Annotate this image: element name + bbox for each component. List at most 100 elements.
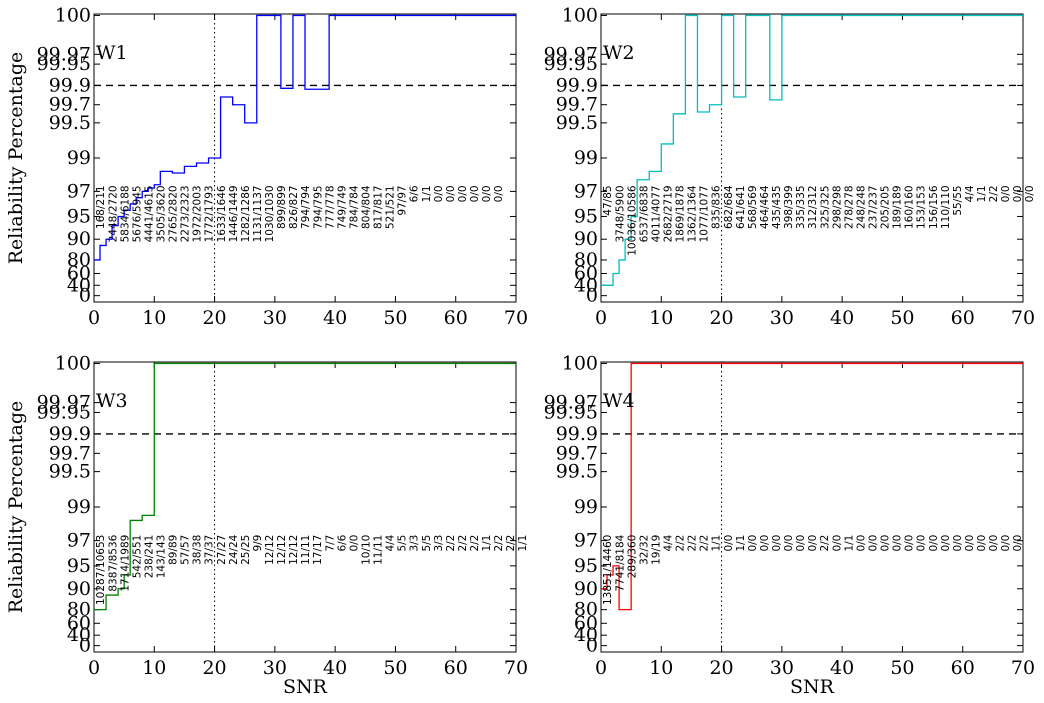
count-annotation: 749/749 [336,185,348,229]
count-annotation: 1362/1364 [687,185,699,242]
y-tick-label: 40 [67,274,91,296]
x-tick-label: 0 [88,657,100,679]
count-annotation: 2/2 [819,535,831,552]
x-tick-label: 30 [770,307,794,329]
count-annotation: 817/817 [373,185,385,229]
count-annotation: 205/205 [880,185,892,229]
y-tick-label: 100 [562,4,598,26]
y-tick-label: 60 [67,262,91,284]
count-annotation: 89/89 [168,535,180,565]
count-annotation: 777/778 [324,185,336,229]
count-annotation: 398/399 [783,185,795,229]
count-annotation: 1077/1077 [699,185,711,242]
x-tick-label: 20 [202,657,226,679]
reliability-series [601,14,1023,286]
x-tick-label: 30 [770,657,794,679]
count-annotation: 325/325 [819,185,831,229]
count-annotation: 37/37 [204,535,216,565]
count-annotation: 0/0 [855,535,867,552]
count-annotation: 12/12 [288,535,300,565]
count-annotation: 335/335 [795,185,807,229]
panel-title: W3 [96,390,128,412]
count-annotation: 19/19 [650,535,662,565]
count-annotation: 3748/5900 [614,185,626,242]
count-annotation: 1446/1449 [228,185,240,242]
plot-frame [600,13,1024,303]
count-annotation: 3/3 [433,535,445,552]
count-annotation: 143/143 [156,535,168,579]
count-annotation: 10287/10653 [95,535,107,605]
count-annotation: 4/4 [663,534,675,551]
panel-title: W4 [603,390,635,412]
count-annotation: 38/38 [192,535,204,565]
y-tick-label: 100 [55,4,91,26]
y-tick-label: 97 [67,530,91,552]
count-annotation: 0/0 [759,535,771,552]
count-annotation: 0/0 [481,185,493,202]
y-tick-label: 99.97 [37,392,91,414]
count-annotation: 0/0 [348,535,360,552]
x-tick-label: 60 [951,657,975,679]
count-annotation: 899/899 [276,185,288,229]
count-annotation: 3505/3620 [156,185,168,242]
y-tick-label: 60 [67,612,91,634]
y-tick-label: 99.97 [544,43,598,65]
count-annotation: 682/684 [723,185,735,229]
y-tick-label: 99 [67,496,91,518]
y-tick-label: 99.95 [544,53,598,75]
count-annotation: 27/27 [216,535,228,565]
y-tick-label: 0 [79,635,91,657]
y-tick-label: 97 [67,180,91,202]
reliability-series [94,14,516,261]
y-axis-label: Reliability Percentage [5,401,27,614]
count-annotation: 312/312 [807,185,819,229]
y-tick-label: 60 [574,612,598,634]
panel-title: W2 [603,42,635,64]
count-annotation: 2682/2719 [663,185,675,242]
count-annotation: 0/0 [1012,535,1024,552]
count-annotation: 4441/4615 [143,185,155,242]
x-tick-label: 70 [504,657,528,679]
count-annotation: 0/0 [964,535,976,552]
x-tick-label: 0 [595,307,607,329]
x-tick-label: 50 [890,307,914,329]
count-annotation: 153/153 [916,185,928,229]
count-annotation: 835/836 [711,185,723,229]
count-annotation: 641/641 [735,185,747,229]
y-tick-label: 90 [67,578,91,600]
count-annotation: 0/0 [880,535,892,552]
count-annotation: 0/0 [469,185,481,202]
count-annotation: 6537/6838 [638,185,650,242]
x-tick-label: 0 [595,657,607,679]
x-axis-label: SNR [790,676,835,698]
count-annotation: 298/298 [831,185,843,229]
count-annotation: 4011/4077 [650,185,662,242]
x-tick-label: 40 [323,657,347,679]
x-tick-label: 40 [323,307,347,329]
count-annotation: 2/2 [493,535,505,552]
y-tick-label: 40 [574,274,598,296]
count-annotation: 8387/8536 [107,534,119,591]
x-tick-label: 10 [142,307,166,329]
y-tick-label: 99.95 [37,401,91,423]
x-tick-label: 20 [709,657,733,679]
count-annotation: 464/464 [759,185,771,229]
x-tick-label: 60 [444,307,468,329]
count-annotation: 0/0 [904,535,916,552]
count-annotation: 25/25 [240,535,252,565]
count-annotation: 0/0 [457,185,469,202]
y-tick-label: 0 [79,285,91,307]
y-tick-label: 90 [574,228,598,250]
count-annotation: 1/1 [843,535,855,552]
count-annotation: 2765/2820 [168,185,180,242]
x-axis-label: SNR [283,676,328,698]
count-annotation: 1/1 [517,535,529,552]
count-annotation: 5676/5945 [131,185,143,242]
count-annotation: 2/2 [469,535,481,552]
y-tick-label: 99 [574,496,598,518]
count-annotation: 521/521 [385,185,397,229]
y-tick-label: 95 [67,205,91,227]
count-annotation: 3/3 [409,535,421,552]
count-annotation: 0/0 [445,185,457,202]
